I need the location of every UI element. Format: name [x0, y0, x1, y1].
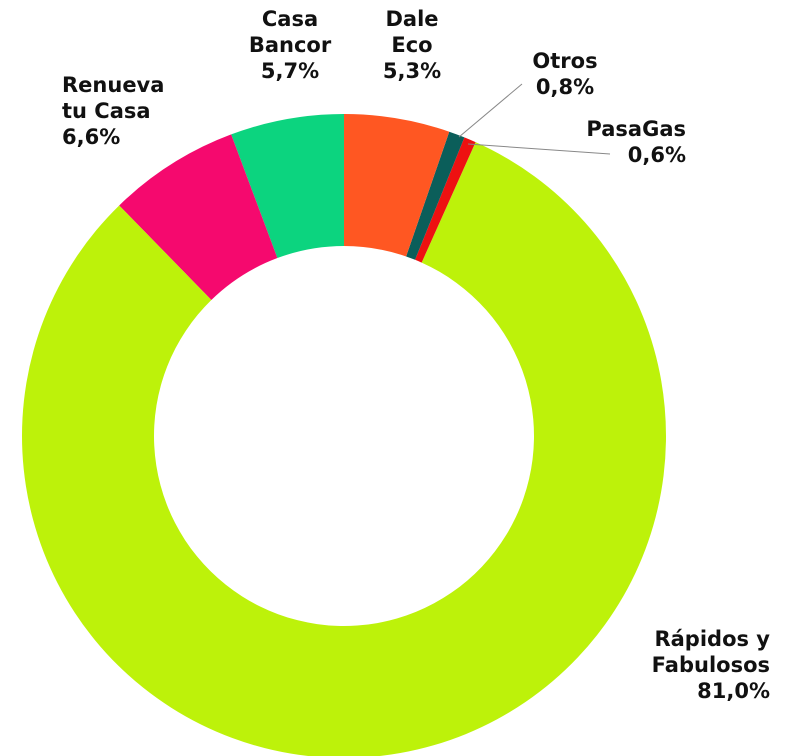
value-label: 0,8% — [535, 75, 595, 99]
value-label: 0,6% — [627, 143, 686, 167]
leader-line — [467, 143, 611, 155]
donut-slice — [344, 114, 450, 257]
category-label: Otros — [532, 49, 598, 73]
category-label: Dale Eco — [385, 7, 439, 57]
slice-label: Rápidos y Fabulosos 81,0% — [652, 626, 770, 704]
donut-slice — [231, 114, 344, 259]
category-label: Rápidos y Fabulosos — [651, 627, 770, 677]
slice-label: Otros 0,8% — [532, 48, 597, 100]
category-label: Renueva tu Casa — [62, 73, 165, 123]
category-label: Casa Bancor — [248, 7, 332, 57]
slice-label: Renueva tu Casa 6,6% — [62, 72, 164, 150]
value-label: 81,0% — [697, 679, 770, 703]
donut-slice — [22, 142, 666, 756]
value-label: 5,3% — [382, 59, 442, 83]
donut-slice — [119, 134, 278, 300]
donut-slice — [415, 137, 476, 263]
value-label: 6,6% — [62, 125, 121, 149]
slice-label: Casa Bancor 5,7% — [249, 6, 331, 84]
category-label: PasaGas — [586, 117, 686, 141]
value-label: 5,7% — [260, 59, 320, 83]
leader-line — [458, 83, 523, 138]
slice-label: Dale Eco 5,3% — [383, 6, 441, 84]
donut-slice — [406, 131, 465, 260]
slice-label: PasaGas 0,6% — [586, 116, 686, 168]
